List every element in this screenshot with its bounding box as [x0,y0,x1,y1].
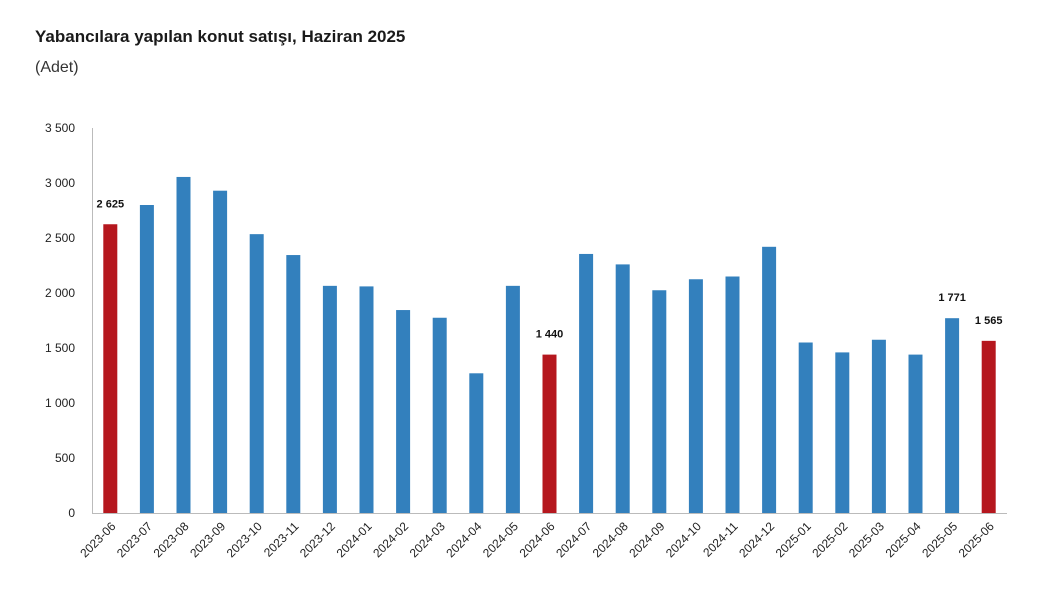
bar-2025-04 [908,354,923,513]
bar-2024-02 [396,310,411,513]
x-tick-label: 2024-01 [334,519,375,560]
x-tick-label: 2023-06 [77,519,118,560]
x-tick-label: 2025-05 [919,519,960,560]
x-tick-label: 2025-06 [956,519,997,560]
bar-2025-01 [798,342,813,513]
bar-2023-06 [103,224,118,513]
y-tick-label: 1 000 [45,396,75,410]
bar-2025-02 [835,352,850,513]
x-tick-label: 2024-03 [407,519,448,560]
bar-2024-04 [469,373,484,513]
bar-2024-03 [432,317,447,513]
x-tick-label: 2025-02 [809,519,850,560]
bars [103,176,996,514]
data-labels: 2 625 1 440 1 771 1 565 [97,198,1003,340]
bar-2024-12 [762,246,777,514]
x-tick-label: 2023-08 [151,519,192,560]
data-label-2023-06: 2 625 [97,198,125,210]
x-tick-label: 2025-03 [846,519,887,560]
x-tick-label: 2024-07 [553,519,594,560]
y-tick-label: 500 [55,451,75,465]
y-tick-label: 2 500 [45,231,75,245]
data-label-2024-06: 1 440 [536,329,564,341]
data-label-2025-05: 1 771 [938,292,966,304]
x-tick-label: 2024-04 [443,519,484,560]
bar-2024-01 [359,286,374,513]
x-tick-label: 2024-12 [736,519,777,560]
bar-2024-05 [505,285,520,513]
bar-2023-10 [249,234,264,513]
x-tick-label: 2024-06 [517,519,558,560]
y-tick-label: 1 500 [45,341,75,355]
bar-2025-05 [945,318,960,513]
bar-2023-08 [176,176,191,513]
x-tick-label: 2023-10 [224,519,265,560]
x-tick-label: 2024-05 [480,519,521,560]
x-tick-label: 2024-08 [590,519,631,560]
x-tick-label: 2023-09 [187,519,228,560]
chart-subtitle: (Adet) [35,59,79,76]
bar-2023-12 [322,285,337,513]
x-axis-ticks: 2023-062023-072023-082023-092023-102023-… [77,519,997,560]
bar-2024-07 [579,253,594,513]
x-tick-label: 2024-02 [370,519,411,560]
bar-2024-06 [542,354,557,513]
y-tick-label: 2 000 [45,286,75,300]
bar-2024-11 [725,276,740,513]
chart-title: Yabancılara yapılan konut satışı, Hazira… [35,27,406,46]
bar-2023-07 [139,205,154,513]
y-tick-label: 3 000 [45,176,75,190]
bar-2025-06 [981,340,996,513]
x-tick-label: 2023-12 [297,519,338,560]
bar-2023-11 [286,255,301,514]
y-tick-label: 3 500 [45,121,75,135]
x-tick-label: 2025-04 [883,519,924,560]
bar-2024-08 [615,264,630,513]
y-axis-ticks: 0 500 1 000 1 500 2 000 2 500 3 000 3 500 [45,121,75,520]
data-label-2025-06: 1 565 [975,315,1003,327]
x-tick-label: 2023-07 [114,519,155,560]
x-tick-label: 2024-09 [626,519,667,560]
x-tick-label: 2023-11 [261,519,302,560]
x-tick-label: 2024-10 [663,519,704,560]
bar-2025-03 [871,339,886,513]
x-tick-label: 2025-01 [773,519,814,560]
bar-2024-10 [688,279,703,513]
bar-2024-09 [652,290,667,513]
x-tick-label: 2024-11 [700,519,741,560]
bar-2023-09 [213,190,228,513]
y-tick-label: 0 [68,506,75,520]
